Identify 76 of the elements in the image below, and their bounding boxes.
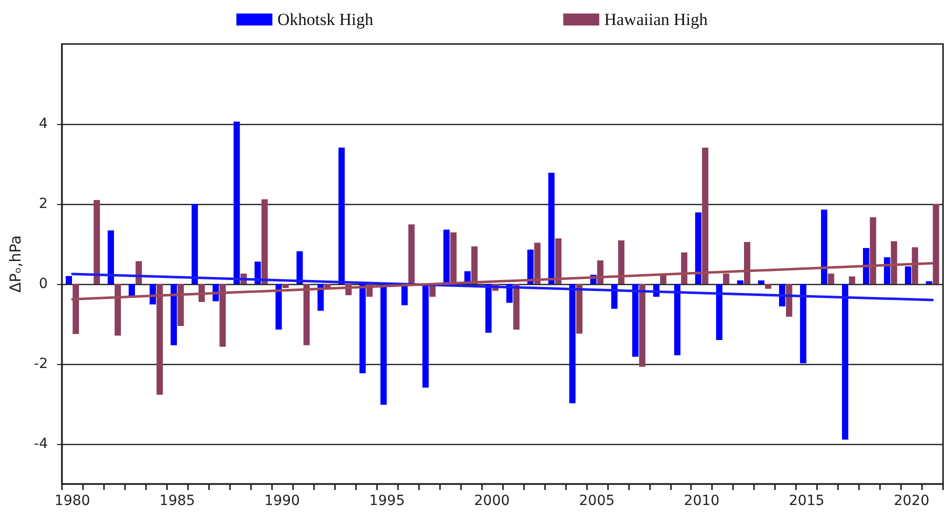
bar [660, 275, 666, 284]
bar [862, 248, 870, 284]
bar [744, 242, 750, 284]
bar [723, 274, 730, 284]
bar [276, 284, 282, 330]
bar [758, 280, 764, 284]
bar [443, 230, 450, 284]
bar [870, 217, 876, 284]
bar [94, 200, 100, 284]
bar [338, 148, 345, 284]
bar [380, 284, 387, 405]
bar [681, 252, 688, 284]
bar [66, 276, 72, 284]
bar [192, 204, 198, 284]
bar [848, 276, 856, 284]
bar [618, 240, 624, 284]
bar [150, 284, 156, 304]
bar [114, 284, 121, 336]
bar [72, 284, 79, 334]
x-tick-label: 1985 [159, 493, 196, 509]
bar [555, 238, 562, 284]
x-tick-label: 2015 [788, 493, 824, 509]
bar [282, 284, 289, 288]
bar [485, 284, 492, 333]
x-tick-label: 1990 [264, 493, 300, 509]
x-tick-label: 2000 [474, 493, 510, 509]
legend-label: Hawaiian High [604, 10, 708, 29]
bar [569, 284, 576, 404]
bar [842, 284, 848, 440]
bar [450, 232, 457, 284]
legend-label: Okhotsk High [277, 10, 374, 29]
x-tick-label: 1995 [369, 493, 405, 509]
bar [926, 281, 932, 284]
bar [932, 204, 940, 284]
bar [716, 284, 722, 340]
bar [234, 122, 240, 284]
y-tick-label: -2 [34, 356, 48, 372]
bar [695, 212, 702, 284]
bar [317, 284, 324, 311]
y-tick-label: 0 [38, 276, 48, 292]
bar [261, 199, 268, 284]
y-tick-label: -4 [34, 436, 48, 452]
bar [737, 280, 744, 284]
bar [513, 284, 520, 330]
y-tick-label: 2 [38, 196, 48, 212]
bar [534, 242, 541, 284]
x-tick-label: 2005 [579, 493, 615, 509]
bar [303, 284, 310, 346]
bar [576, 284, 582, 334]
bar [296, 251, 303, 284]
x-tick-label: 2020 [894, 493, 930, 509]
bar [170, 284, 177, 346]
bar [702, 148, 708, 284]
bar [821, 210, 828, 284]
bar [828, 274, 834, 284]
bar [674, 284, 680, 356]
bar [108, 230, 114, 284]
bar [611, 284, 618, 309]
bar [632, 284, 638, 357]
x-tick-label: 1980 [54, 493, 90, 509]
bar [786, 284, 792, 317]
bar [800, 284, 806, 364]
bar [408, 224, 415, 284]
x-tick-label: 2010 [684, 493, 720, 509]
bar [178, 284, 184, 326]
bar [422, 284, 429, 388]
bar [220, 284, 226, 347]
bar [156, 284, 163, 395]
y-axis-title: ΔPₒ,hPa [6, 235, 24, 293]
bar [359, 284, 366, 374]
bar [548, 172, 555, 284]
bar [764, 284, 772, 289]
bar [639, 284, 646, 367]
bar [890, 241, 898, 284]
bar [904, 266, 912, 284]
y-tick-label: 4 [38, 116, 48, 132]
